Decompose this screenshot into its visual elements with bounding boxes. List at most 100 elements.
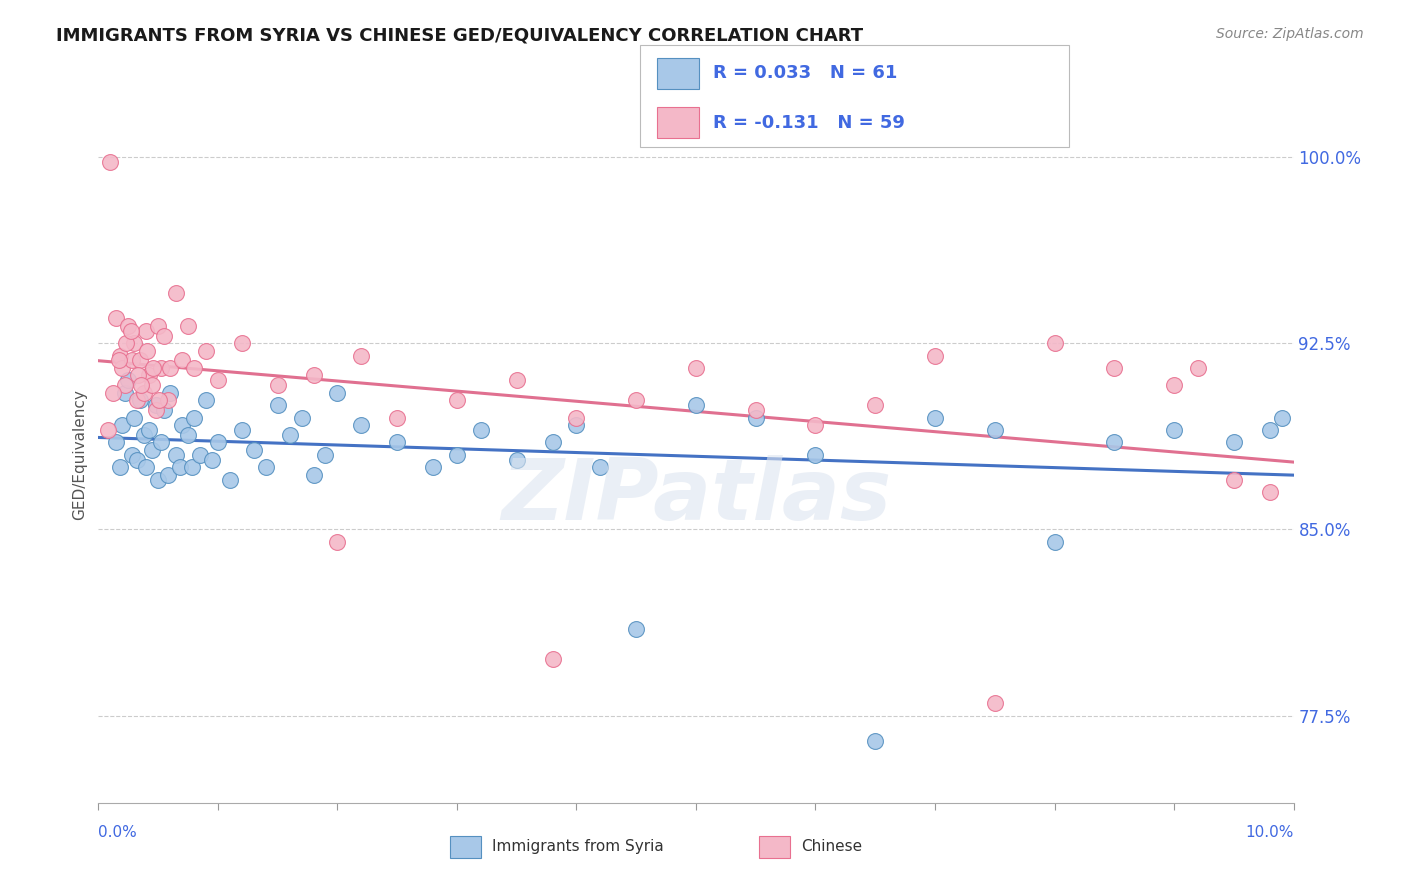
Text: R = 0.033   N = 61: R = 0.033 N = 61	[713, 64, 897, 82]
Point	[541, 651, 564, 665]
Point	[114, 378, 136, 392]
Point	[132, 428, 155, 442]
Point	[326, 535, 349, 549]
Point	[1258, 485, 1281, 500]
Point	[105, 311, 128, 326]
Point	[983, 423, 1005, 437]
Point	[177, 318, 200, 333]
Point	[506, 453, 529, 467]
Point	[1163, 378, 1185, 392]
Point	[207, 373, 229, 387]
Point	[565, 410, 588, 425]
Point	[446, 448, 468, 462]
Point	[117, 373, 139, 387]
Point	[745, 410, 768, 425]
Point	[385, 435, 409, 450]
Point	[97, 423, 120, 437]
Point	[125, 393, 148, 408]
Point	[624, 622, 647, 636]
Point	[506, 373, 529, 387]
Point	[470, 423, 492, 437]
Point	[194, 343, 218, 358]
Point	[924, 410, 946, 425]
Point	[148, 473, 170, 487]
Point	[863, 398, 886, 412]
Point	[138, 423, 160, 437]
Point	[121, 353, 143, 368]
Point	[745, 403, 768, 417]
Point	[117, 318, 139, 333]
Point	[135, 324, 157, 338]
Point	[924, 349, 946, 363]
Point	[302, 368, 325, 383]
Point	[125, 453, 148, 467]
Text: R = -0.131   N = 59: R = -0.131 N = 59	[713, 113, 904, 132]
Point	[1271, 410, 1294, 425]
Point	[231, 336, 253, 351]
Point	[138, 368, 160, 383]
Point	[267, 398, 290, 412]
Point	[219, 473, 242, 487]
Point	[1187, 361, 1209, 376]
Point	[983, 697, 1005, 711]
Point	[124, 410, 146, 425]
Point	[129, 353, 152, 368]
Point	[114, 385, 136, 400]
Point	[165, 448, 187, 462]
Point	[278, 428, 301, 442]
Point	[148, 393, 170, 408]
Point	[385, 410, 409, 425]
Point	[131, 378, 153, 392]
Point	[141, 378, 163, 392]
Text: IMMIGRANTS FROM SYRIA VS CHINESE GED/EQUIVALENCY CORRELATION CHART: IMMIGRANTS FROM SYRIA VS CHINESE GED/EQU…	[56, 27, 863, 45]
Point	[1222, 435, 1246, 450]
Point	[207, 435, 229, 450]
Point	[148, 318, 170, 333]
Point	[177, 428, 200, 442]
Point	[142, 361, 165, 376]
Point	[201, 453, 224, 467]
Point	[422, 460, 444, 475]
Point	[290, 410, 312, 425]
Text: ZIPatlas: ZIPatlas	[501, 455, 891, 538]
Point	[115, 336, 138, 351]
Point	[120, 324, 142, 338]
Text: 10.0%: 10.0%	[1246, 825, 1294, 840]
Point	[565, 418, 588, 433]
Point	[302, 467, 325, 482]
Point	[194, 393, 218, 408]
Point	[159, 385, 181, 400]
Point	[172, 418, 194, 433]
Point	[243, 442, 266, 457]
Point	[101, 385, 124, 400]
Point	[183, 410, 205, 425]
Point	[107, 353, 129, 368]
Point	[105, 435, 128, 450]
Point	[231, 423, 253, 437]
Point	[350, 349, 373, 363]
Point	[145, 403, 167, 417]
Point	[169, 460, 191, 475]
Point	[1163, 423, 1185, 437]
Point	[1043, 535, 1066, 549]
Point	[135, 460, 157, 475]
Point	[1222, 473, 1246, 487]
Point	[446, 393, 468, 408]
Point	[156, 467, 179, 482]
Point	[1102, 435, 1125, 450]
Point	[183, 361, 205, 376]
Point	[98, 154, 122, 169]
Point	[804, 418, 827, 433]
Point	[172, 353, 194, 368]
Point	[326, 385, 349, 400]
Point	[1102, 361, 1125, 376]
Point	[188, 448, 211, 462]
Point	[267, 378, 290, 392]
Text: Immigrants from Syria: Immigrants from Syria	[492, 839, 664, 855]
Point	[165, 286, 187, 301]
Point	[156, 393, 179, 408]
Point	[129, 393, 152, 408]
Point	[149, 361, 172, 376]
Point	[136, 343, 159, 358]
Point	[141, 442, 163, 457]
